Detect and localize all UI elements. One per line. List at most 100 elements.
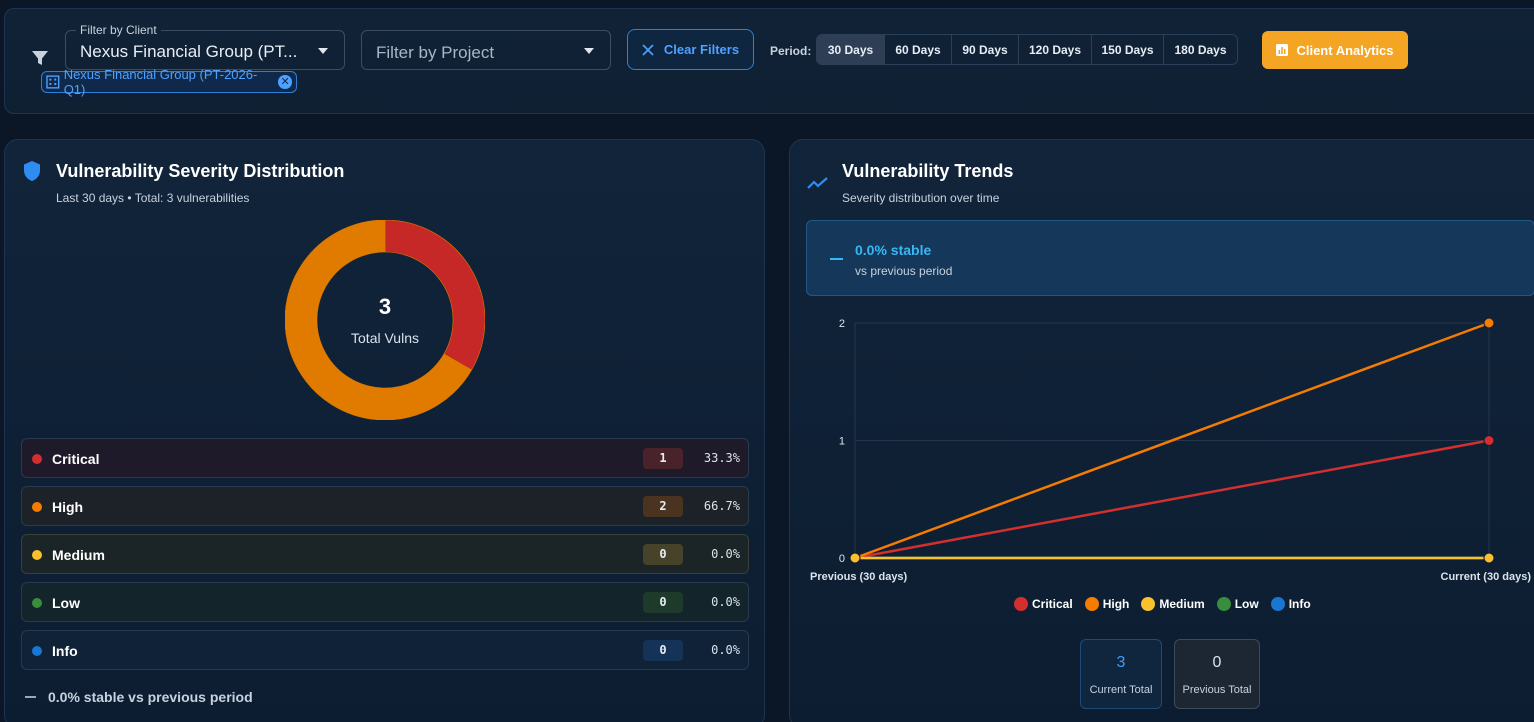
period-60-days-button[interactable]: 60 Days [885,35,952,64]
client-chip-label: Nexus Financial Group (PT-2026-Q1) [63,67,258,97]
client-analytics-label: Client Analytics [1296,42,1394,58]
legend-dot [1014,597,1028,611]
severity-donut-chart: 3 Total Vulns [284,219,486,421]
data-point-high[interactable] [1483,317,1495,329]
low-dot [32,598,42,608]
period-180-days-button[interactable]: 180 Days [1174,42,1227,57]
severity-count: 0 [643,592,683,613]
legend-dot [1084,597,1099,611]
info-dot [32,646,42,656]
severity-count: 0 [643,640,683,661]
legend-dot [1216,597,1231,611]
severity-panel-subtitle: Last 30 days • Total: 3 vulnerabilities [56,191,250,205]
y-tick-label: 0 [839,553,845,565]
period-label: Period: [770,44,812,58]
period-selector: 30 Days 60 Days 90 Days 120 Days 150 Day… [816,34,1238,65]
series-line-critical [854,439,1490,560]
series-line-high [854,321,1490,560]
period-30-days-button[interactable]: 30 Days [817,35,885,64]
medium-dot [32,550,42,560]
severity-name: Low [52,595,80,611]
donut-slice-high[interactable] [284,219,473,421]
client-filter-label: Filter by Client [76,23,161,37]
vulnerability-trends-panel: Vulnerability Trends Severity distributi… [789,139,1534,722]
y-tick-label: 2 [839,318,845,330]
high-dot [32,502,42,512]
trend-line-chart: 0 1 2 Previous (30 days) Current (30 days) [810,317,1532,583]
trends-panel-subtitle: Severity distribution over time [842,191,1000,205]
current-total-value: 3 [1116,654,1126,671]
project-filter-placeholder: Filter by Project [376,43,495,62]
client-filter-chip[interactable]: Nexus Financial Group (PT-2026-Q1) ✕ [41,67,297,97]
legend-info[interactable]: Info [1270,597,1311,611]
close-icon[interactable]: ✕ [278,75,292,89]
bar-chart-icon [1276,44,1289,56]
trend-summary-subtext: vs previous period [855,264,953,278]
trend-summary-headline: 0.0% stable [855,242,932,258]
severity-percent: 66.7% [703,499,740,513]
current-total-card: 3 Current Total [1080,639,1162,709]
legend-medium[interactable]: Medium [1141,597,1205,611]
severity-percent: 0.0% [711,643,740,657]
severity-panel-title: Vulnerability Severity Distribution [56,161,345,181]
x-tick-label: Current (30 days) [1441,571,1532,583]
severity-percent: 0.0% [711,547,740,561]
legend-low[interactable]: Low [1216,597,1259,611]
previous-total-card: 0 Previous Total [1174,639,1260,709]
project-filter-select[interactable]: Filter by Project [361,30,611,70]
severity-count: 0 [643,544,683,565]
donut-total-value: 3 [378,294,392,319]
stable-dash-icon [25,696,36,698]
stable-dash-icon [830,258,843,260]
x-tick-label: Previous (30 days) [810,571,908,583]
period-90-days-button[interactable]: 90 Days [952,35,1019,64]
legend-dot [1270,597,1285,611]
filter-icon [32,51,48,65]
current-total-label: Current Total [1089,684,1153,696]
severity-row-critical: Critical 1 33.3% [21,438,749,478]
client-analytics-button[interactable]: Client Analytics [1262,31,1408,69]
data-point-medium[interactable] [1483,552,1495,564]
filter-bar: Filter by Client Nexus Financial Group (… [4,8,1534,114]
legend-high[interactable]: High [1084,597,1129,611]
severity-name: Info [52,643,78,659]
clear-filters-label: Clear Filters [663,42,740,57]
previous-total-label: Previous Total [1182,684,1252,696]
severity-row-low: Low 0 0.0% [21,582,749,622]
severity-trend-footer: 0.0% stable vs previous period [25,689,253,705]
severity-trend-text: 0.0% stable vs previous period [48,689,253,705]
severity-count: 2 [643,496,683,517]
severity-row-high: High 2 66.7% [21,486,749,526]
severity-distribution-panel: Vulnerability Severity Distribution Last… [4,139,765,722]
trending-up-icon [807,177,828,189]
close-icon [642,43,654,56]
chevron-down-icon [318,48,328,54]
severity-row-medium: Medium 0 0.0% [21,534,749,574]
severity-name: Critical [52,451,100,467]
severity-percent: 0.0% [711,595,740,609]
clear-filters-button[interactable]: Clear Filters [627,29,754,70]
previous-total-value: 0 [1212,654,1222,671]
severity-row-info: Info 0 0.0% [21,630,749,670]
shield-icon [24,161,40,181]
donut-total-label: Total Vulns [351,330,419,346]
trends-panel-title: Vulnerability Trends [842,161,1014,181]
data-point-critical[interactable] [1483,435,1495,446]
data-point-medium[interactable] [849,552,861,564]
chart-legend: Critical High Medium Low Info [1014,597,1311,611]
severity-name: Medium [52,547,105,563]
trend-summary-box: 0.0% stable vs previous period [806,220,1534,296]
period-120-days-button[interactable]: 120 Days [1019,35,1092,64]
client-filter-select[interactable]: Filter by Client Nexus Financial Group (… [65,23,345,70]
severity-count: 1 [643,448,683,469]
legend-critical[interactable]: Critical [1014,597,1073,611]
y-tick-label: 1 [839,436,845,448]
client-filter-value: Nexus Financial Group (PT... [80,42,298,61]
donut-slice-critical[interactable] [384,219,486,371]
legend-dot [1141,597,1156,611]
period-150-days-button[interactable]: 150 Days [1092,35,1164,64]
severity-name: High [52,499,84,515]
severity-percent: 33.3% [703,451,740,465]
chevron-down-icon [584,48,594,54]
building-icon [46,75,60,89]
